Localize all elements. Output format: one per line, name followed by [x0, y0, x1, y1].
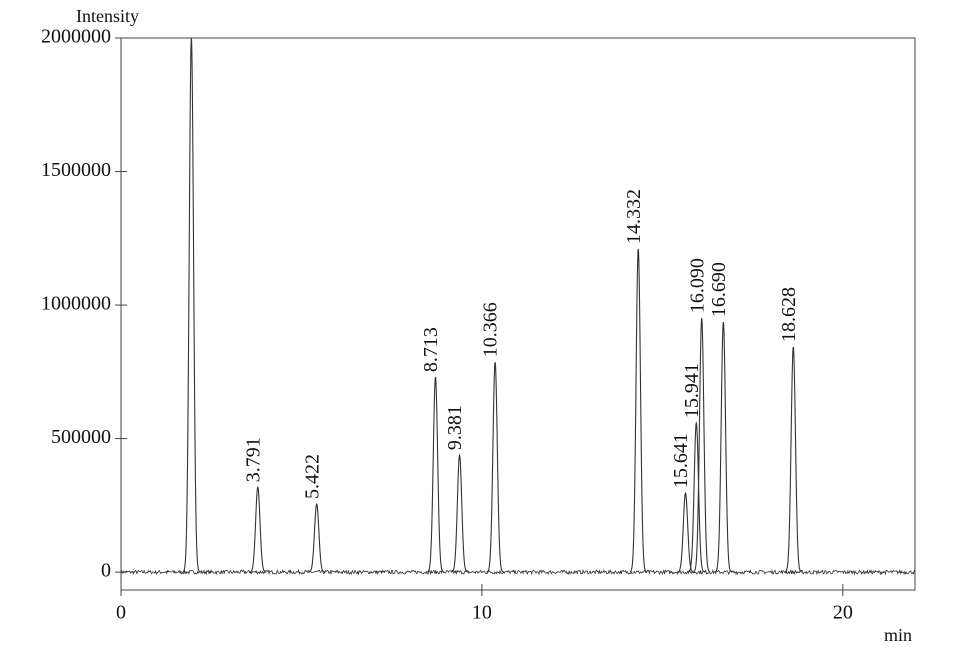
- peak-label: 16.090: [686, 258, 708, 313]
- y-tick-label: 2000000: [41, 26, 111, 48]
- x-tick-label: 10: [472, 602, 492, 624]
- plot-frame: [120, 37, 916, 591]
- peak-label: 14.332: [623, 189, 645, 244]
- y-axis-label: Intensity: [76, 6, 139, 26]
- y-tick-label: 1000000: [41, 293, 111, 315]
- peak-label: 8.713: [420, 327, 442, 372]
- peak: [249, 485, 267, 573]
- peak: [784, 346, 803, 573]
- peak: [676, 491, 695, 573]
- baseline: [121, 568, 915, 576]
- peak: [307, 502, 326, 573]
- peak-label: 9.381: [444, 405, 466, 450]
- peak-label: 18.628: [778, 287, 800, 342]
- peak: [182, 38, 201, 573]
- y-tick-label: 1500000: [41, 159, 111, 181]
- peak: [714, 322, 733, 573]
- plot-area: [121, 38, 915, 576]
- peak-label: 16.690: [708, 262, 730, 317]
- x-axis-label: min: [884, 625, 912, 645]
- peak: [687, 421, 706, 573]
- peak-label: 3.791: [242, 437, 264, 482]
- peak-label: 10.366: [480, 302, 502, 357]
- peak: [426, 377, 445, 573]
- x-tick-label: 0: [116, 602, 126, 624]
- x-tick-label: 20: [833, 602, 853, 624]
- y-tick-label: 500000: [51, 426, 111, 448]
- peak: [450, 453, 469, 573]
- peak: [629, 248, 648, 573]
- peak-label: 15.641: [670, 433, 692, 488]
- peak: [692, 318, 711, 573]
- y-tick-label: 0: [101, 560, 111, 582]
- peak: [486, 362, 504, 573]
- peak-label: 15.941: [681, 363, 703, 418]
- peak-label: 5.422: [301, 454, 323, 499]
